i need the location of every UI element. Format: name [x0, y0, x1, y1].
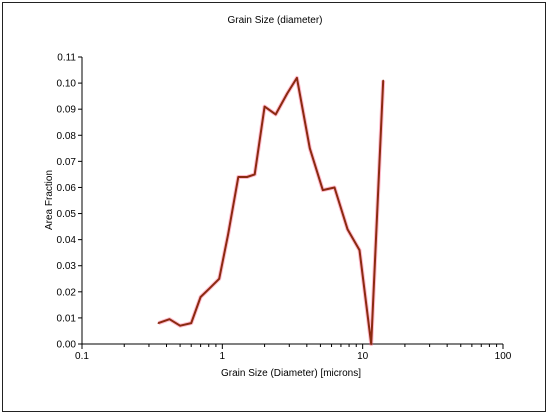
- data-point: [199, 296, 202, 298]
- data-point: [246, 176, 248, 178]
- plot-area: 0.00 0.01 0.02 0.03 0.04 0.05 0.06 0.07 0.08 0.09…: [57, 53, 512, 363]
- data-point: [237, 176, 240, 178]
- data-point: [296, 77, 298, 79]
- y-axis-label: Area Fraction: [44, 170, 55, 230]
- data-point: [346, 228, 349, 230]
- series-line-glow: [157, 75, 386, 346]
- data-point: [190, 322, 193, 324]
- x-tick-label: 100: [495, 351, 512, 362]
- y-tick-label: 0.10: [57, 79, 77, 90]
- x-tick-label: 0.1: [75, 351, 89, 362]
- y-tick-label: 0.11: [57, 53, 76, 64]
- data-point: [370, 343, 372, 345]
- data-point: [382, 79, 384, 82]
- data-point: [227, 233, 229, 236]
- y-tick-label: 0.07: [57, 157, 77, 168]
- x-axis-label: Grain Size (Diameter) [microns]: [221, 368, 361, 379]
- data-point: [333, 186, 336, 189]
- y-tick-label: 0.05: [57, 209, 77, 220]
- data-point: [157, 322, 160, 324]
- data-point: [253, 173, 256, 176]
- y-tick-label: 0.00: [57, 340, 77, 351]
- y-tick-label: 0.04: [57, 235, 77, 246]
- y-tick-label: 0.01: [57, 313, 77, 324]
- series-line: [158, 76, 385, 345]
- x-tick-label: 1: [220, 351, 226, 362]
- data-point: [322, 189, 324, 191]
- data-point: [263, 105, 266, 108]
- data-point: [308, 147, 311, 150]
- y-tick-label: 0.09: [57, 105, 77, 116]
- data-point: [274, 113, 277, 116]
- data-point: [207, 288, 210, 291]
- y-tick-label: 0.02: [57, 287, 77, 298]
- data-point: [179, 324, 181, 327]
- x-tick-label: 10: [357, 351, 369, 362]
- chart-title: Grain Size (diameter): [227, 15, 322, 26]
- y-tick-label: 0.06: [57, 183, 77, 194]
- data-point: [168, 318, 171, 321]
- y-tick-label: 0.08: [57, 131, 77, 142]
- y-tick-label: 0.03: [57, 261, 77, 272]
- data-point: [358, 249, 361, 251]
- data-point: [286, 92, 289, 95]
- data-point: [218, 277, 221, 280]
